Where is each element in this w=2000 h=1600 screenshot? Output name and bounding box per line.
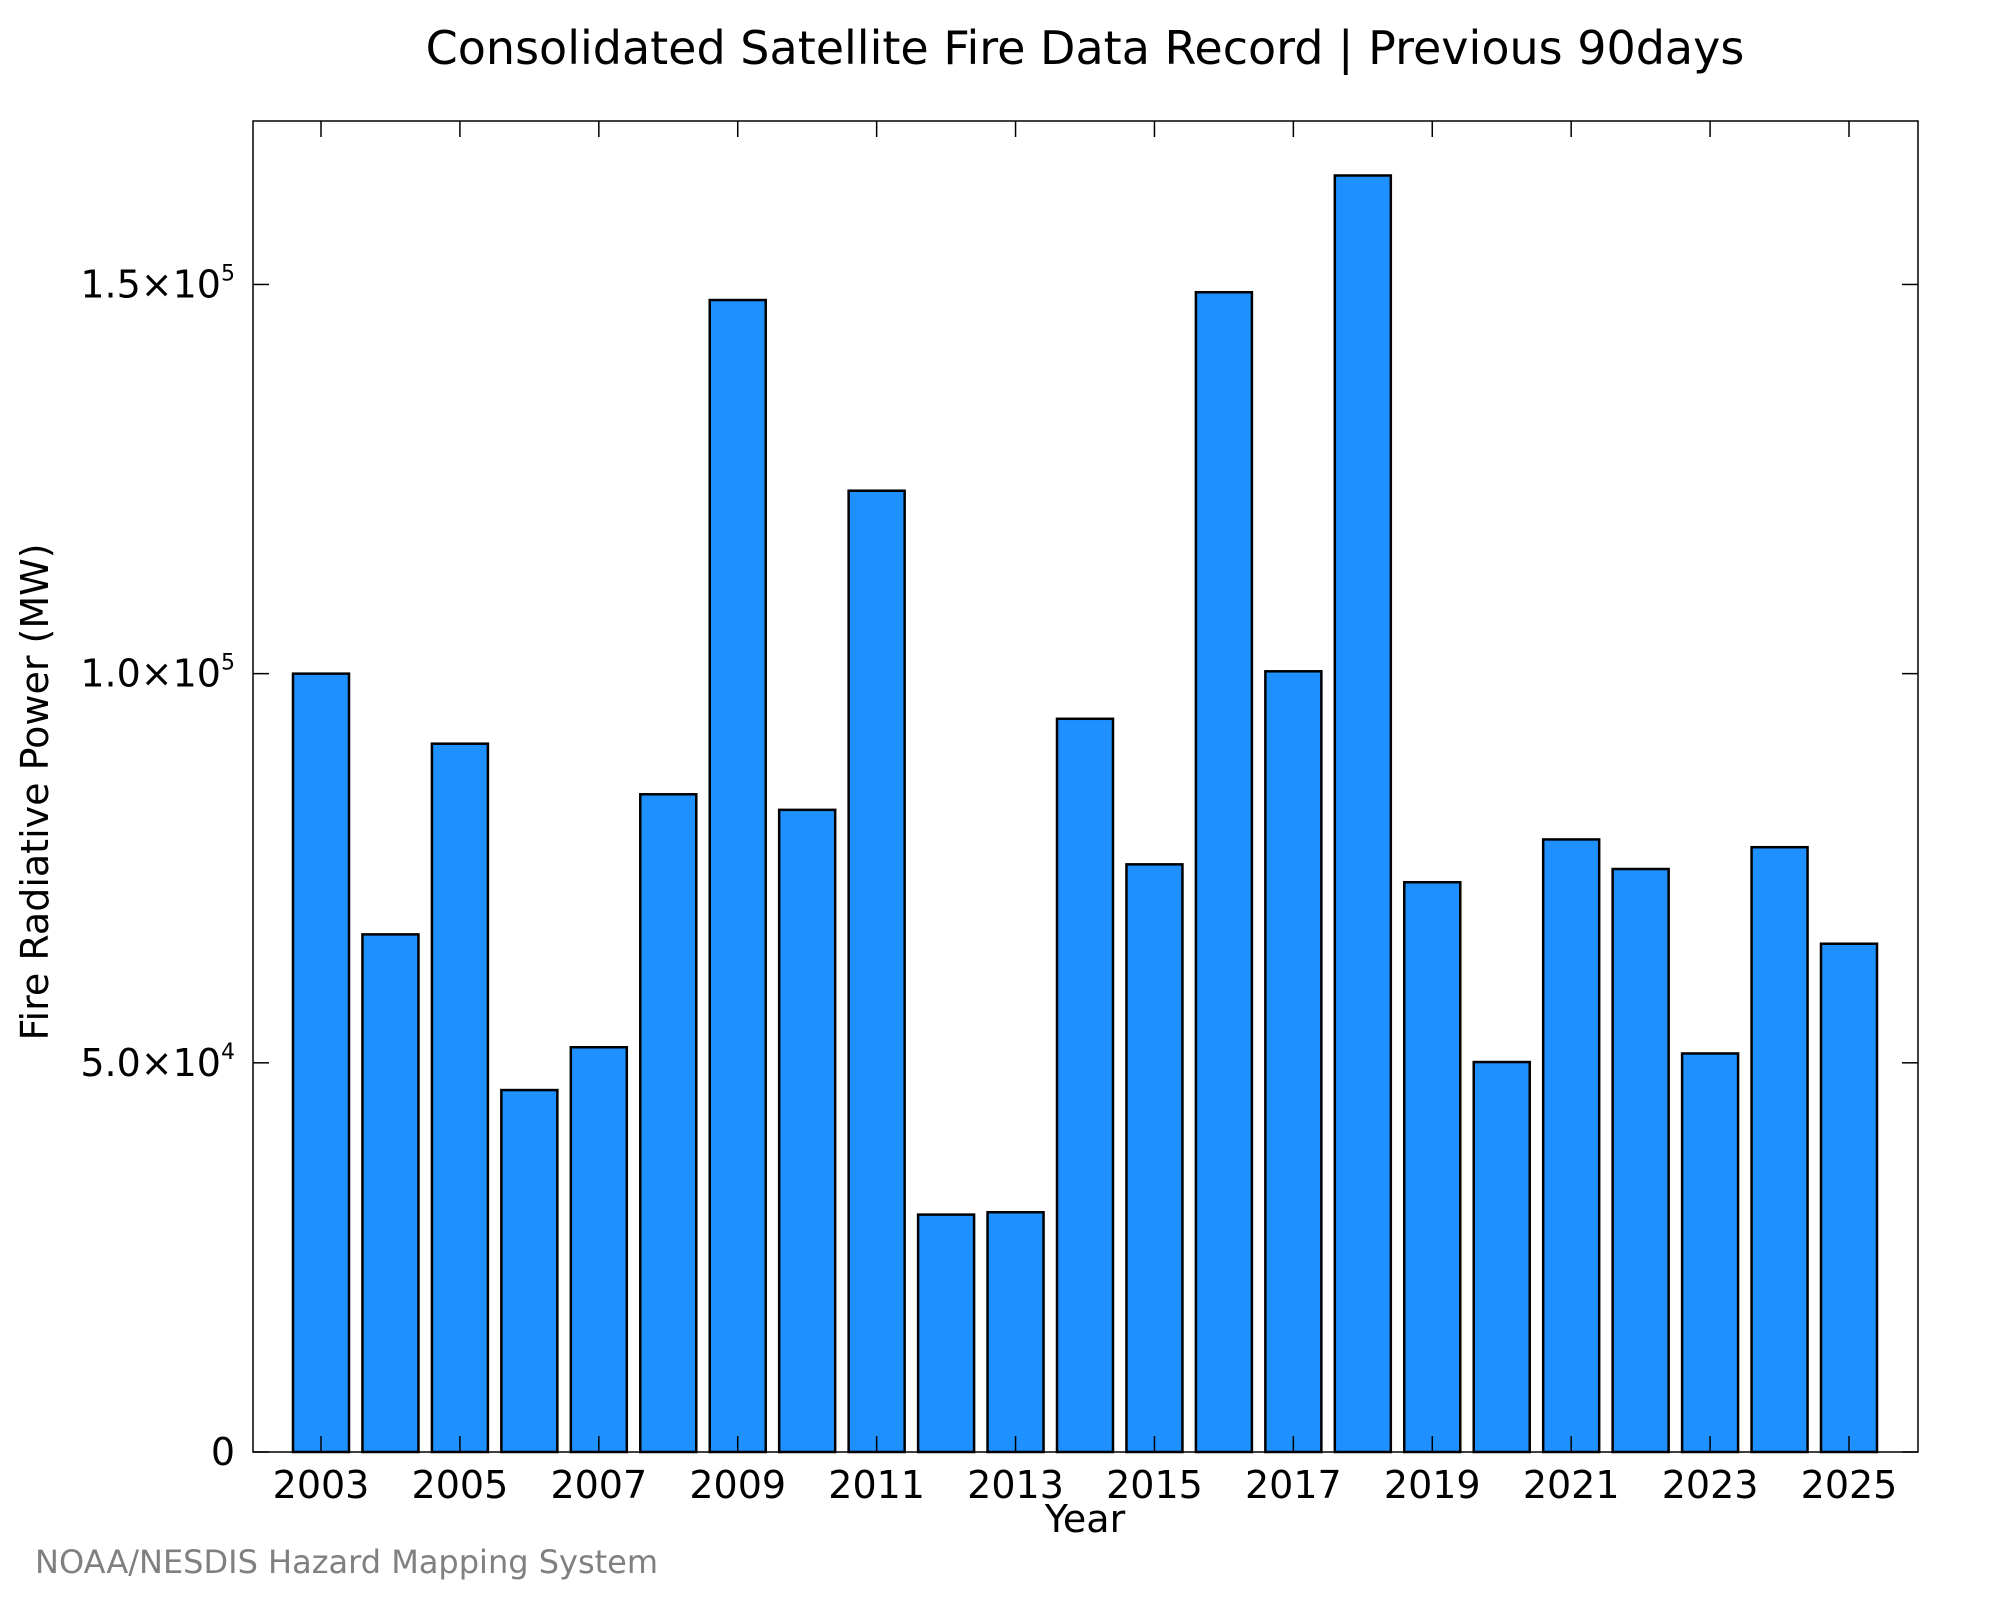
bar-2007 <box>569 1046 629 1454</box>
chart-title: Consolidated Satellite Fire Data Record … <box>426 21 1745 76</box>
bar-2021 <box>1541 838 1601 1454</box>
bar-2024 <box>1750 845 1809 1454</box>
bars-layer <box>291 174 1879 1454</box>
source-credit: NOAA/NESDIS Hazard Mapping System <box>35 1543 658 1581</box>
x-tick-label: 2003 <box>273 1463 370 1507</box>
bar-2010 <box>777 808 837 1454</box>
x-axis-label: Year <box>1044 1497 1126 1541</box>
bar-2023 <box>1680 1052 1740 1454</box>
bar-2017 <box>1264 670 1323 1454</box>
x-tick-label: 2023 <box>1662 1463 1759 1507</box>
bar-2012 <box>916 1213 976 1454</box>
bar-2009 <box>708 298 767 1454</box>
x-tick-label: 2019 <box>1384 1463 1481 1507</box>
y-tick-label: 5.0×104 <box>80 1040 235 1085</box>
x-tick-label: 2011 <box>828 1463 925 1507</box>
y-axis-label: Fire Radiative Power (MW) <box>13 543 57 1040</box>
x-tick-label: 2005 <box>412 1463 509 1507</box>
bar-2005 <box>430 742 490 1454</box>
y-tick-label: 1.5×105 <box>80 261 235 306</box>
bar-2020 <box>1472 1060 1531 1454</box>
x-tick-label: 2021 <box>1523 1463 1620 1507</box>
plot-frame <box>252 120 1919 1453</box>
bar-2011 <box>847 489 906 1454</box>
x-tick-label: 2025 <box>1801 1463 1898 1507</box>
bar-2008 <box>639 793 698 1454</box>
ticks-layer: 2003 2005 2007 2009 2011 2013 2015 2017 2019 2021… <box>80 121 1918 1507</box>
bar-2003 <box>291 672 351 1454</box>
x-tick-label: 2007 <box>550 1463 647 1507</box>
bar-2019 <box>1403 880 1462 1454</box>
x-tick-label: 2017 <box>1245 1463 1342 1507</box>
bar-2022 <box>1611 867 1670 1454</box>
y-tick-label: 1.0×105 <box>80 651 235 696</box>
bar-2015 <box>1125 863 1184 1454</box>
x-tick-label: 2013 <box>967 1463 1064 1507</box>
bar-2014 <box>1055 717 1115 1454</box>
bar-2013 <box>986 1211 1045 1454</box>
bar-2004 <box>361 933 420 1454</box>
x-tick-label: 2009 <box>689 1463 786 1507</box>
x-tick-label: 2015 <box>1106 1463 1203 1507</box>
bar-2016 <box>1194 290 1254 1454</box>
y-tick-label: 0 <box>211 1430 235 1474</box>
bar-2025 <box>1819 942 1879 1454</box>
bar-2018 <box>1333 174 1393 1454</box>
bar-2006 <box>500 1088 559 1454</box>
